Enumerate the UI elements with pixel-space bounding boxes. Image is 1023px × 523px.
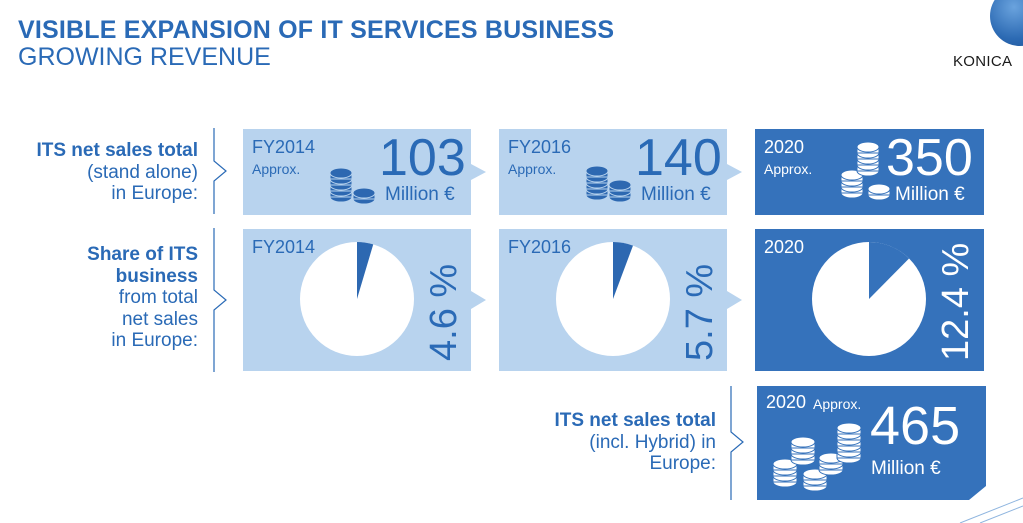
bracket-sales	[212, 128, 234, 214]
konica-logo-icon	[990, 0, 1023, 46]
coin-stack-icon	[840, 141, 891, 201]
row-label-share-line: in Europe:	[111, 330, 198, 351]
share-card-year: FY2014	[252, 237, 316, 257]
hybrid-card-2020: 2020 Approx. 465 Million €	[757, 386, 986, 500]
share-card-fy2016: FY2016 5.7 %	[499, 229, 742, 371]
sales-card-year: 2020	[764, 137, 805, 157]
share-card-percent: 4.6 %	[423, 263, 465, 361]
sales-card-unit: Million €	[895, 184, 965, 205]
share-card-fy2014: FY2014 4.6 %	[243, 229, 486, 371]
sales-card-value: 103	[379, 129, 466, 187]
sales-card-value: 350	[886, 129, 973, 187]
row-label-hybrid-line: (incl. Hybrid) in	[589, 431, 716, 453]
share-card-2020: 2020 12.4 %	[755, 229, 984, 371]
pie-slice	[357, 242, 374, 299]
row-label-hybrid-line: Europe:	[649, 453, 716, 474]
sales-card-2020: 2020 Approx. 350 Million €	[755, 129, 984, 215]
row-label-hybrid-bold: ITS net sales total	[554, 410, 716, 431]
row-label-share-bold: business	[115, 265, 198, 287]
row-label-sales: ITS net sales total (stand alone) in Eur…	[8, 140, 198, 205]
coin-stack-icon	[585, 165, 632, 203]
pie-chart	[812, 242, 926, 356]
sales-card-year: FY2016	[508, 137, 572, 157]
sales-card-value: 140	[635, 129, 722, 187]
sales-card-approx: Approx.	[508, 161, 557, 177]
sales-card-approx: Approx.	[252, 161, 301, 177]
hybrid-card-unit: Million €	[871, 458, 941, 479]
hybrid-card-value: 465	[870, 396, 961, 456]
sales-card-approx: Approx.	[764, 161, 813, 177]
share-card-percent: 12.4 %	[935, 242, 977, 361]
page-subtitle: GROWING REVENUE	[18, 43, 271, 71]
share-card-year: 2020	[764, 237, 805, 257]
bracket-share	[212, 228, 234, 372]
corner-decoration	[959, 497, 1023, 523]
bracket-hybrid	[729, 386, 751, 500]
row-label-share-bold: Share of ITS	[87, 244, 198, 265]
sales-card-unit: Million €	[641, 184, 711, 205]
row-label-share: Share of ITS business from total net sal…	[8, 244, 198, 352]
row-label-sales-line: in Europe:	[111, 183, 198, 204]
row-label-share-line: from total	[118, 287, 198, 308]
pie-chart	[556, 242, 670, 356]
row-label-sales-bold: ITS net sales total	[36, 140, 198, 161]
hybrid-card-approx: Approx.	[813, 396, 862, 412]
row-label-share-line: net sales	[121, 308, 198, 330]
sales-card-year: FY2014	[252, 137, 316, 157]
pie-slice	[869, 242, 910, 299]
row-label-sales-line: (stand alone)	[87, 161, 198, 183]
sales-card-unit: Million €	[385, 184, 455, 205]
pie-chart	[300, 242, 414, 356]
logo-text: KONICA	[953, 53, 1013, 70]
share-card-year: FY2016	[508, 237, 572, 257]
sales-card-fy2014: FY2014 Approx. 103 Million €	[243, 129, 486, 215]
share-card-percent: 5.7 %	[679, 263, 721, 361]
row-label-hybrid: ITS net sales total (incl. Hybrid) in Eu…	[526, 410, 716, 475]
coin-stack-icon	[329, 167, 376, 205]
hybrid-card-year: 2020	[766, 392, 807, 412]
sales-card-fy2016: FY2016 Approx. 140 Million €	[499, 129, 742, 215]
page-title: VISIBLE EXPANSION OF IT SERVICES BUSINES…	[18, 16, 615, 44]
coin-stack-icon	[772, 422, 862, 492]
pie-slice	[613, 242, 633, 299]
